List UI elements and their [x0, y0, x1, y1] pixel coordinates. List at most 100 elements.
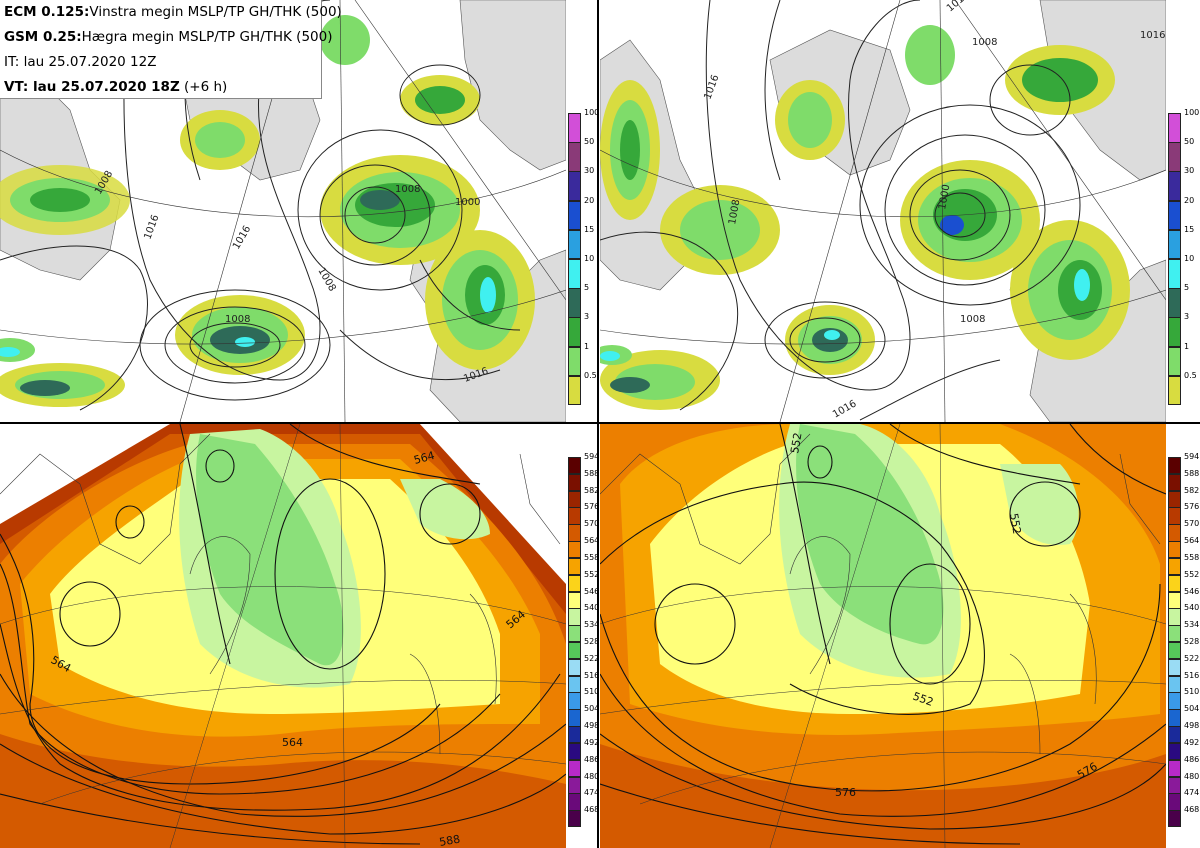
colorbar-swatch	[1168, 346, 1181, 377]
height-contours	[0, 424, 566, 845]
colorbar-label: 15	[584, 224, 595, 234]
contour-labels: 552 552 552 576 576	[788, 432, 1100, 799]
colorbar-swatch	[1168, 591, 1181, 609]
precip-colorbar-right: 100 50 30 20 15 10 5 3 1 0.5	[1168, 109, 1200, 406]
colorbar-label: 10	[584, 254, 595, 263]
isobars	[600, 0, 1081, 421]
colorbar-swatch	[568, 625, 581, 643]
colorbar-label: 504	[1184, 704, 1200, 714]
colorbar-swatch	[1168, 375, 1181, 406]
thickness-field	[600, 424, 1166, 848]
precip-areas	[0, 15, 535, 407]
colorbar-swatch	[568, 742, 581, 761]
colorbar-label: 1	[1184, 341, 1190, 351]
colorbar-swatch	[1168, 642, 1181, 660]
colorbar-swatch	[568, 171, 581, 202]
colorbar-swatch	[1168, 608, 1181, 626]
colorbar-label: 510	[1184, 687, 1200, 697]
colorbar-swatch	[568, 490, 581, 508]
colorbar-label: 468	[584, 805, 600, 815]
colorbar-swatch	[568, 608, 581, 626]
colorbar-label: 510	[584, 687, 600, 697]
colorbar-swatch	[568, 726, 581, 744]
colorbar-swatch	[568, 229, 581, 260]
contour-label: 576	[835, 786, 856, 799]
colorbar-swatch	[568, 507, 581, 525]
colorbar-label: 588	[584, 468, 600, 478]
colorbar-swatch	[568, 709, 581, 727]
contour-label: 564	[282, 736, 303, 749]
colorbar-label: 3	[584, 312, 590, 322]
horizontal-divider	[0, 422, 1200, 424]
colorbar-swatch	[1168, 142, 1181, 172]
gsm-model-label: GSM 0.25:	[4, 29, 82, 45]
colorbar-label: 594	[584, 452, 600, 461]
colorbar-swatch	[568, 658, 581, 677]
colorbar-swatch	[568, 259, 581, 289]
gsm-gh-panel: 552 552 552 576 576	[600, 424, 1166, 848]
ecm-gh-map: 564 564 564 564 588	[0, 424, 566, 848]
colorbar-label: 498	[1184, 721, 1200, 731]
init-time: IT: lau 25.07.2020 12Z	[4, 54, 157, 70]
colorbar-label: 50	[584, 137, 595, 147]
colorbar-swatch	[1168, 524, 1181, 542]
colorbar-label: 492	[584, 737, 600, 747]
colorbar-swatch	[1168, 507, 1181, 525]
coastlines	[0, 433, 561, 755]
ecm-gh-panel: 564 564 564 564 588	[0, 424, 566, 848]
colorbar-label: 516	[584, 670, 600, 680]
colorbar-swatch	[1168, 810, 1181, 828]
colorbar-label: 10	[1184, 254, 1195, 263]
colorbar-swatch	[1168, 776, 1181, 794]
colorbar-label: 576	[1184, 502, 1200, 512]
isobar-label: 1008	[960, 314, 985, 325]
colorbar-swatch	[568, 675, 581, 693]
gh-colorbar-right: 594 588 582 576 570 564 558 552 546 540 534 528 522 5…	[1168, 453, 1200, 828]
gsm-mslp-panel: 1016 1008 1016 1000 1008 1016 1008 1016	[600, 0, 1166, 422]
colorbar-label: 588	[1184, 468, 1200, 478]
colorbar-swatch	[1168, 317, 1181, 348]
colorbar-swatch	[1168, 625, 1181, 643]
colorbar-label: 594	[1184, 452, 1200, 461]
colorbar-label: 570	[1184, 519, 1200, 529]
colorbar-swatch	[568, 317, 581, 348]
colorbar-label: 474	[1184, 788, 1200, 798]
contour-label: 564	[412, 449, 436, 467]
colorbar-swatch	[1168, 574, 1181, 593]
colorbar-swatch	[568, 776, 581, 794]
colorbar-swatch	[1168, 709, 1181, 727]
forecast-offset: (+6 h)	[179, 79, 228, 95]
colorbar-label: 582	[584, 485, 600, 495]
colorbar-swatch	[568, 375, 581, 406]
colorbar-swatch	[568, 524, 581, 542]
colorbar-label: 522	[1184, 653, 1200, 663]
colorbar-label: 20	[1184, 195, 1195, 205]
colorbar-label: 558	[584, 552, 600, 562]
colorbar-label: 516	[1184, 670, 1200, 680]
valid-time: VT: lau 25.07.2020 18Z	[4, 79, 180, 95]
colorbar-swatch	[568, 810, 581, 828]
colorbar-swatch	[1168, 229, 1181, 260]
colorbar-label: 528	[584, 637, 600, 646]
colorbar-label: 540	[584, 603, 600, 613]
contour-label: 552	[1007, 512, 1023, 535]
colorbar-label: 468	[1184, 805, 1200, 815]
forecast-info-box: ECM 0.125:Vinstra megin MSLP/TP GH/THK (…	[0, 0, 342, 99]
gsm-model-line: GSM 0.25:Hægra megin MSLP/TP GH/THK (500…	[4, 25, 332, 50]
colorbar-swatch	[568, 574, 581, 593]
colorbar-swatch	[1168, 793, 1181, 811]
colorbar-swatch	[568, 142, 581, 172]
colorbar-label: 100	[584, 108, 600, 117]
colorbar-label: 552	[1184, 569, 1200, 579]
ecm-model-desc: Vinstra megin MSLP/TP GH/THK (500)	[89, 4, 342, 20]
vertical-divider	[597, 0, 599, 848]
colorbar-swatch	[568, 473, 581, 492]
colorbar-label: 5	[584, 283, 590, 293]
colorbar-label: 558	[1184, 552, 1200, 562]
colorbar-swatch	[1168, 557, 1181, 576]
colorbar-swatch	[1168, 726, 1181, 744]
colorbar-label: 576	[584, 502, 600, 512]
isobar-label: 1000	[937, 184, 952, 211]
colorbar-label: 492	[1184, 737, 1200, 747]
isobar-label: 1008	[972, 37, 997, 48]
